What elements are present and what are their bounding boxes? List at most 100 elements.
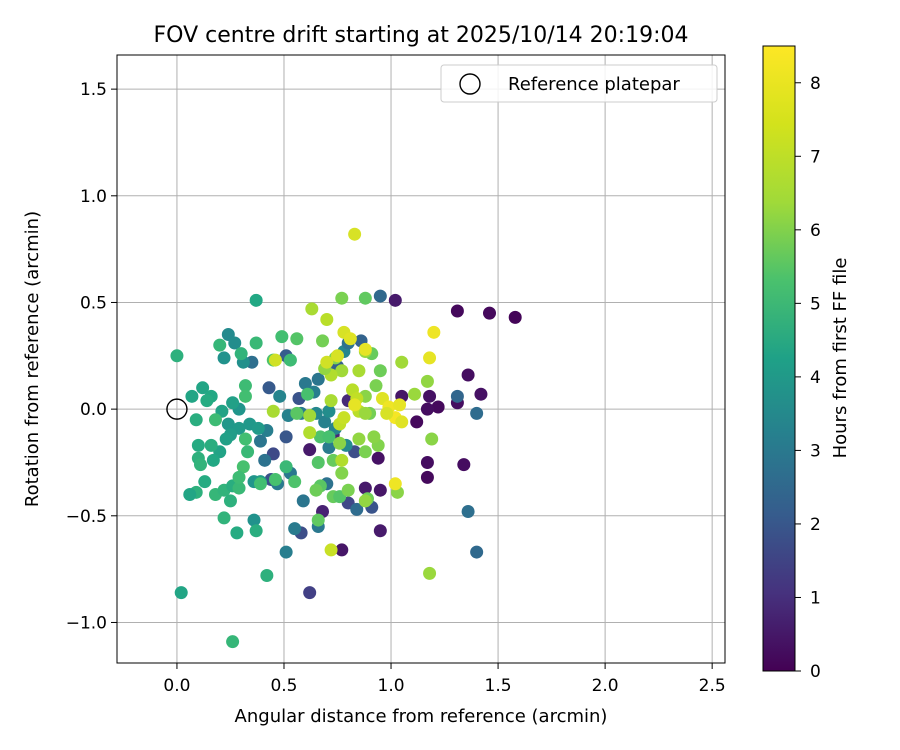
- data-point: [247, 513, 261, 527]
- data-point: [508, 310, 522, 324]
- data-point: [358, 342, 372, 356]
- data-point: [230, 526, 244, 540]
- legend-marker-icon: [459, 73, 481, 95]
- data-point: [425, 432, 439, 446]
- data-point: [352, 432, 366, 446]
- data-point: [223, 494, 237, 508]
- data-point: [311, 513, 325, 527]
- data-point: [217, 351, 231, 365]
- data-point: [279, 430, 293, 444]
- data-point: [320, 313, 334, 327]
- colorbar-tick-label: 4: [810, 368, 821, 388]
- data-point: [206, 453, 220, 467]
- data-point: [474, 387, 488, 401]
- data-point: [318, 415, 332, 429]
- x-axis-label: Angular distance from reference (arcmin): [235, 706, 608, 727]
- data-point: [388, 477, 402, 491]
- data-point: [423, 351, 437, 365]
- data-point: [373, 289, 387, 303]
- reference-marker: [166, 398, 188, 420]
- legend-label: Reference platepar: [508, 74, 680, 95]
- data-point: [316, 334, 330, 348]
- y-tick-label: 1.5: [80, 80, 107, 100]
- data-point: [358, 494, 372, 508]
- data-point: [358, 445, 372, 459]
- data-point: [373, 483, 387, 497]
- data-point: [420, 374, 434, 388]
- data-point: [183, 487, 197, 501]
- data-point: [335, 466, 349, 480]
- data-point: [423, 566, 437, 580]
- data-point: [420, 402, 434, 416]
- colorbar-tick-label: 5: [810, 294, 821, 314]
- data-point: [457, 458, 471, 472]
- data-point: [238, 379, 252, 393]
- data-point: [461, 505, 475, 519]
- data-point: [249, 293, 263, 307]
- x-tick-label: 2.0: [592, 676, 619, 696]
- data-point: [393, 398, 407, 412]
- data-point: [420, 470, 434, 484]
- data-point: [343, 332, 357, 346]
- colorbar-tick-label: 1: [810, 588, 821, 608]
- data-point: [358, 481, 372, 495]
- data-point: [303, 586, 317, 600]
- data-point: [305, 302, 319, 316]
- data-point: [380, 406, 394, 420]
- data-point: [461, 368, 475, 382]
- data-point: [450, 389, 464, 403]
- x-axis-ticks: 0.0 0.5 1.0 1.5 2.0 2.5: [163, 663, 726, 696]
- data-point: [333, 436, 347, 450]
- data-point: [226, 635, 240, 649]
- data-point: [311, 455, 325, 469]
- colorbar-tick-label: 3: [810, 441, 821, 461]
- data-point: [193, 458, 207, 472]
- data-point: [324, 543, 338, 557]
- data-point: [337, 411, 351, 425]
- x-tick-label: 0.5: [270, 676, 297, 696]
- grid: [117, 55, 725, 663]
- data-point: [226, 396, 240, 410]
- data-point: [395, 355, 409, 369]
- data-point: [420, 455, 434, 469]
- data-point: [290, 406, 304, 420]
- data-point: [260, 569, 274, 583]
- data-point: [213, 338, 227, 352]
- data-point: [309, 483, 323, 497]
- data-point: [232, 481, 246, 495]
- data-point: [348, 398, 362, 412]
- data-point: [320, 355, 334, 369]
- data-point: [296, 494, 310, 508]
- plot-frame: [116, 54, 726, 664]
- data-point: [331, 349, 345, 363]
- colorbar: 0 1 2 3 4 5 6 7 8 Hours from first FF file: [762, 45, 851, 682]
- data-point: [262, 381, 276, 395]
- data-point: [303, 409, 317, 423]
- data-point: [324, 394, 338, 408]
- colorbar-gradient: [762, 45, 796, 672]
- data-point: [335, 291, 349, 305]
- colorbar-tick-label: 7: [810, 147, 821, 167]
- data-point: [352, 364, 366, 378]
- data-point: [423, 389, 437, 403]
- data-point: [249, 336, 263, 350]
- data-point: [268, 353, 282, 367]
- data-point: [470, 406, 484, 420]
- data-points: [170, 227, 522, 649]
- data-point: [219, 432, 233, 446]
- data-point: [298, 377, 312, 391]
- colorbar-tick-label: 0: [810, 662, 821, 682]
- x-tick-label: 2.5: [699, 676, 726, 696]
- data-point: [322, 441, 336, 455]
- data-point: [241, 445, 255, 459]
- data-point: [288, 522, 302, 536]
- colorbar-tick-label: 2: [810, 515, 821, 535]
- data-point: [283, 353, 297, 367]
- data-point: [268, 473, 282, 487]
- data-point: [395, 415, 409, 429]
- data-point: [322, 430, 336, 444]
- data-point: [200, 394, 214, 408]
- data-point: [170, 349, 184, 363]
- data-point: [288, 475, 302, 489]
